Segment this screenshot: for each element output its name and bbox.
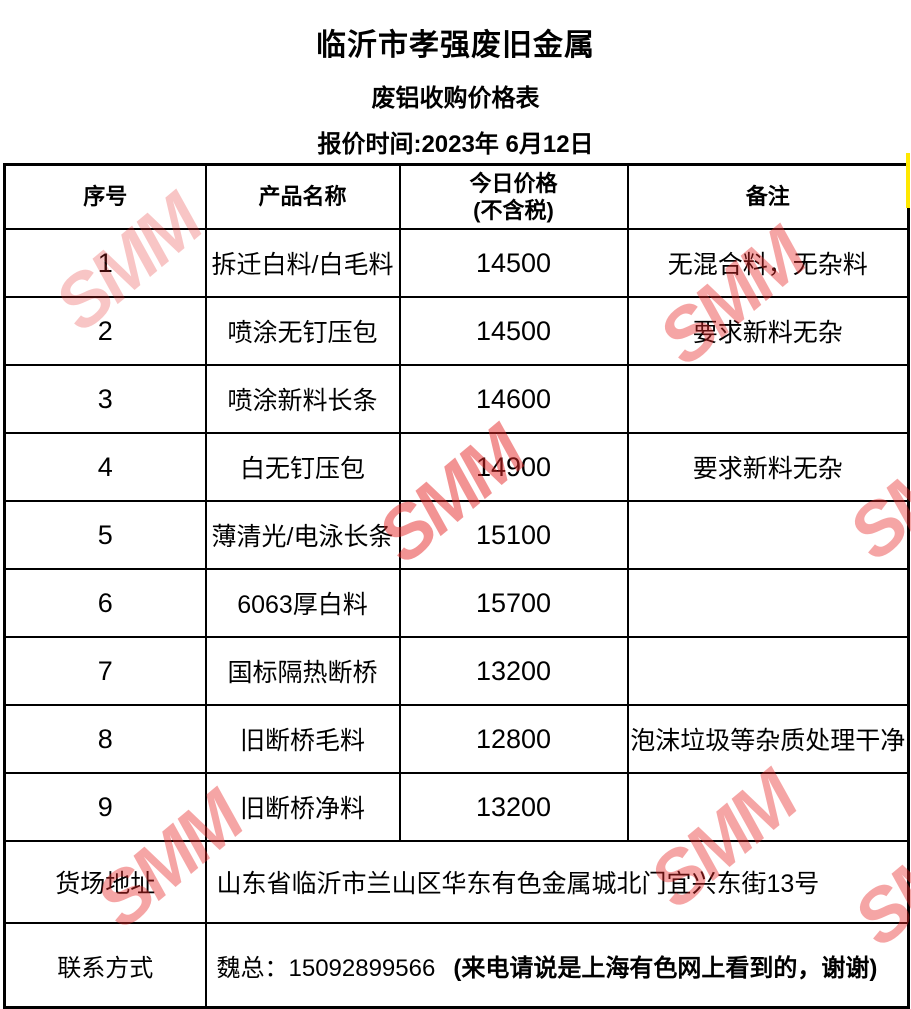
- contact-note: (来电请说是上海有色网上看到的，谢谢): [453, 954, 878, 982]
- cell-product: 拆迁白料/白毛料: [204, 228, 401, 298]
- cell-no: 4: [3, 432, 207, 502]
- cell-remark: [626, 364, 910, 434]
- cell-no: 1: [3, 228, 207, 298]
- cell-remark: [626, 568, 910, 638]
- cell-price: 14600: [398, 364, 629, 434]
- price-table: 序号 产品名称 今日价格 (不含税) 备注 1 拆迁白料/白毛料 14500 无…: [3, 163, 910, 1009]
- right-edge-yellow-strip: [906, 153, 910, 208]
- cell-price: 14500: [398, 228, 629, 298]
- cell-product: 旧断桥净料: [204, 772, 401, 842]
- col-header-product: 产品名称: [204, 163, 401, 230]
- table-row: 6 6063厚白料 15700: [3, 568, 910, 638]
- cell-product: 旧断桥毛料: [204, 704, 401, 774]
- col-header-no: 序号: [3, 163, 207, 230]
- cell-price: 13200: [398, 636, 629, 706]
- contact-label: 联系方式: [3, 922, 207, 1009]
- col-header-price: 今日价格 (不含税): [398, 163, 629, 230]
- cell-no: 9: [3, 772, 207, 842]
- cell-no: 3: [3, 364, 207, 434]
- cell-price: 14900: [398, 432, 629, 502]
- table-row: 2 喷涂无钉压包 14500 要求新料无杂: [3, 296, 910, 366]
- cell-price: 13200: [398, 772, 629, 842]
- table-row: 3 喷涂新料长条 14600: [3, 364, 910, 434]
- cell-product: 喷涂新料长条: [204, 364, 401, 434]
- cell-no: 6: [3, 568, 207, 638]
- cell-no: 8: [3, 704, 207, 774]
- address-value: 山东省临沂市兰山区华东有色金属城北门宜兴东街13号: [204, 840, 910, 924]
- col-header-price-line1: 今日价格: [469, 170, 558, 196]
- cell-no: 2: [3, 296, 207, 366]
- cell-price: 12800: [398, 704, 629, 774]
- cell-remark: 要求新料无杂: [626, 432, 910, 502]
- cell-product: 6063厚白料: [204, 568, 401, 638]
- company-title: 临沂市孝强废旧金属: [316, 29, 595, 62]
- table-row: 7 国标隔热断桥 13200: [3, 636, 910, 706]
- cell-price: 15100: [398, 500, 629, 570]
- cell-product: 国标隔热断桥: [204, 636, 401, 706]
- col-header-price-line2: (不含税): [473, 198, 554, 223]
- cell-price: 14500: [398, 296, 629, 366]
- quote-date-line: 报价时间:2023年 6月12日: [317, 131, 594, 158]
- cell-no: 5: [3, 500, 207, 570]
- cell-remark: 要求新料无杂: [626, 296, 910, 366]
- address-label: 货场地址: [3, 840, 207, 924]
- contact-phone: 魏总：15092899566: [216, 954, 436, 982]
- table-header-row: 序号 产品名称 今日价格 (不含税) 备注: [3, 163, 910, 230]
- cell-price: 15700: [398, 568, 629, 638]
- col-header-remark: 备注: [626, 163, 910, 230]
- cell-product: 喷涂无钉压包: [204, 296, 401, 366]
- cell-product: 白无钉压包: [204, 432, 401, 502]
- cell-remark: [626, 772, 910, 842]
- contact-value: 魏总：15092899566 (来电请说是上海有色网上看到的，谢谢): [204, 922, 910, 1009]
- cell-remark: 无混合料，无杂料: [626, 228, 910, 298]
- cell-no: 7: [3, 636, 207, 706]
- table-row: 4 白无钉压包 14900 要求新料无杂: [3, 432, 910, 502]
- table-row: 8 旧断桥毛料 12800 泡沫垃圾等杂质处理干净: [3, 704, 910, 774]
- table-row: 1 拆迁白料/白毛料 14500 无混合料，无杂料: [3, 228, 910, 298]
- table-row: 5 薄清光/电泳长条 15100: [3, 500, 910, 570]
- cell-product: 薄清光/电泳长条: [204, 500, 401, 570]
- contact-row: 联系方式 魏总：15092899566 (来电请说是上海有色网上看到的，谢谢): [3, 922, 910, 1009]
- cell-remark: 泡沫垃圾等杂质处理干净: [626, 704, 910, 774]
- cell-remark: [626, 500, 910, 570]
- table-row: 9 旧断桥净料 13200: [3, 772, 910, 842]
- address-row: 货场地址 山东省临沂市兰山区华东有色金属城北门宜兴东街13号: [3, 840, 910, 924]
- sheet-subtitle: 废铝收购价格表: [371, 85, 540, 112]
- cell-remark: [626, 636, 910, 706]
